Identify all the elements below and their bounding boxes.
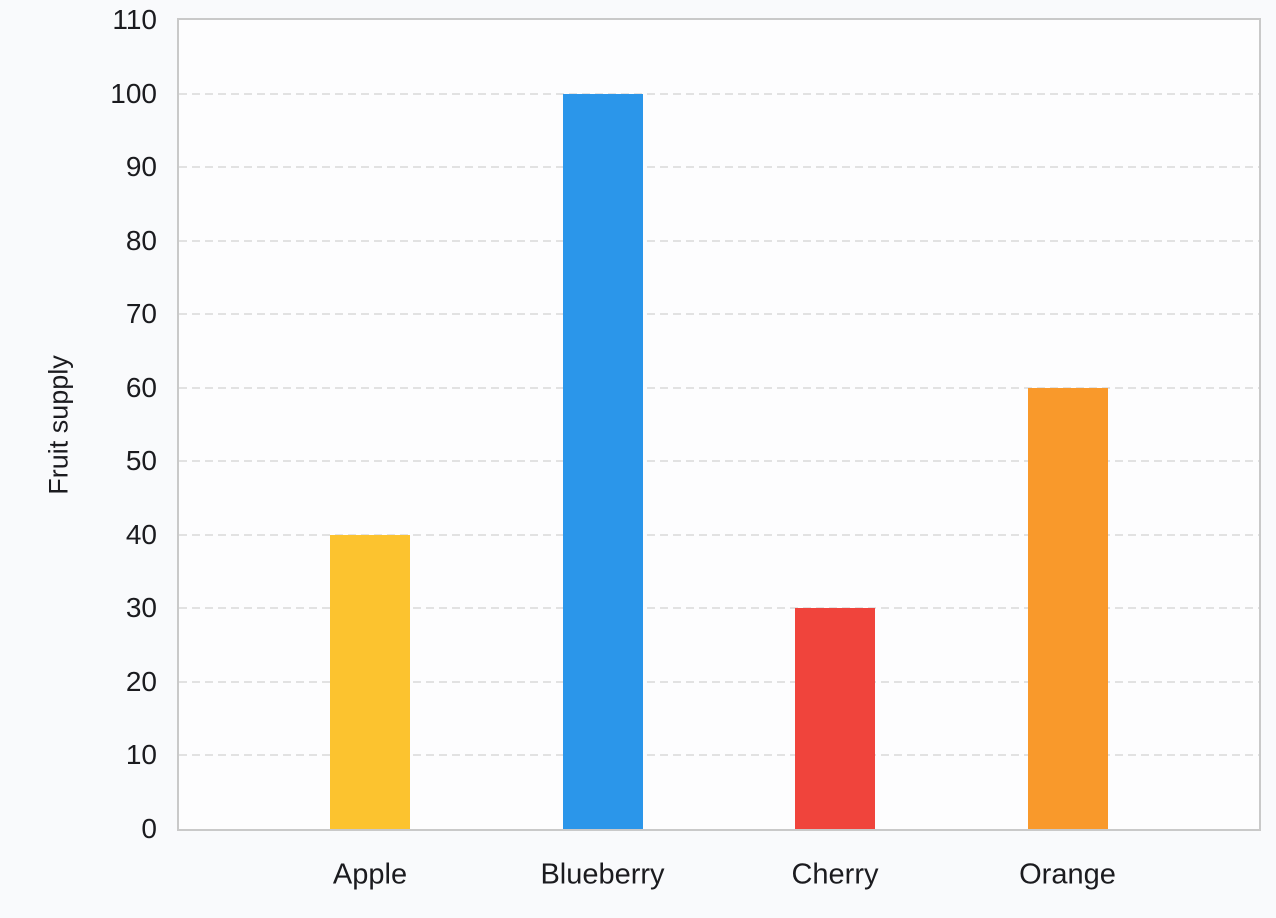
y-tick-label: 40: [125, 518, 157, 550]
x-tick-label-cherry: Cherry: [791, 858, 879, 891]
y-tick-label: 60: [125, 371, 157, 403]
bar-orange: [1027, 387, 1108, 829]
gridline: [179, 607, 1259, 610]
bar-cherry: [795, 608, 875, 829]
gridline: [179, 166, 1259, 169]
gridline: [179, 754, 1259, 757]
y-tick-label: 110: [112, 4, 157, 35]
bar-apple: [330, 534, 410, 829]
y-tick-label: 90: [125, 151, 157, 183]
y-tick-label: 20: [125, 665, 157, 697]
y-tick-label: 100: [110, 77, 157, 109]
bar-blueberry: [562, 93, 643, 829]
x-tick-label-orange: Orange: [1019, 858, 1116, 891]
gridline: [179, 92, 1259, 95]
y-tick-label: 30: [125, 592, 157, 624]
x-tick-label-blueberry: Blueberry: [540, 858, 665, 891]
gridline: [179, 680, 1259, 683]
y-tick-label: 50: [125, 445, 157, 477]
y-tick-label: 10: [125, 739, 157, 771]
x-tick-label-apple: Apple: [332, 858, 408, 891]
gridline: [179, 239, 1259, 242]
y-tick-label: 80: [125, 224, 157, 256]
plot-area: [177, 18, 1261, 831]
gridline: [179, 313, 1259, 316]
gridline: [179, 533, 1259, 536]
gridline: [179, 460, 1259, 463]
y-tick-label: 0: [141, 813, 157, 844]
y-tick-label: 70: [125, 298, 157, 330]
gridline: [179, 386, 1259, 389]
